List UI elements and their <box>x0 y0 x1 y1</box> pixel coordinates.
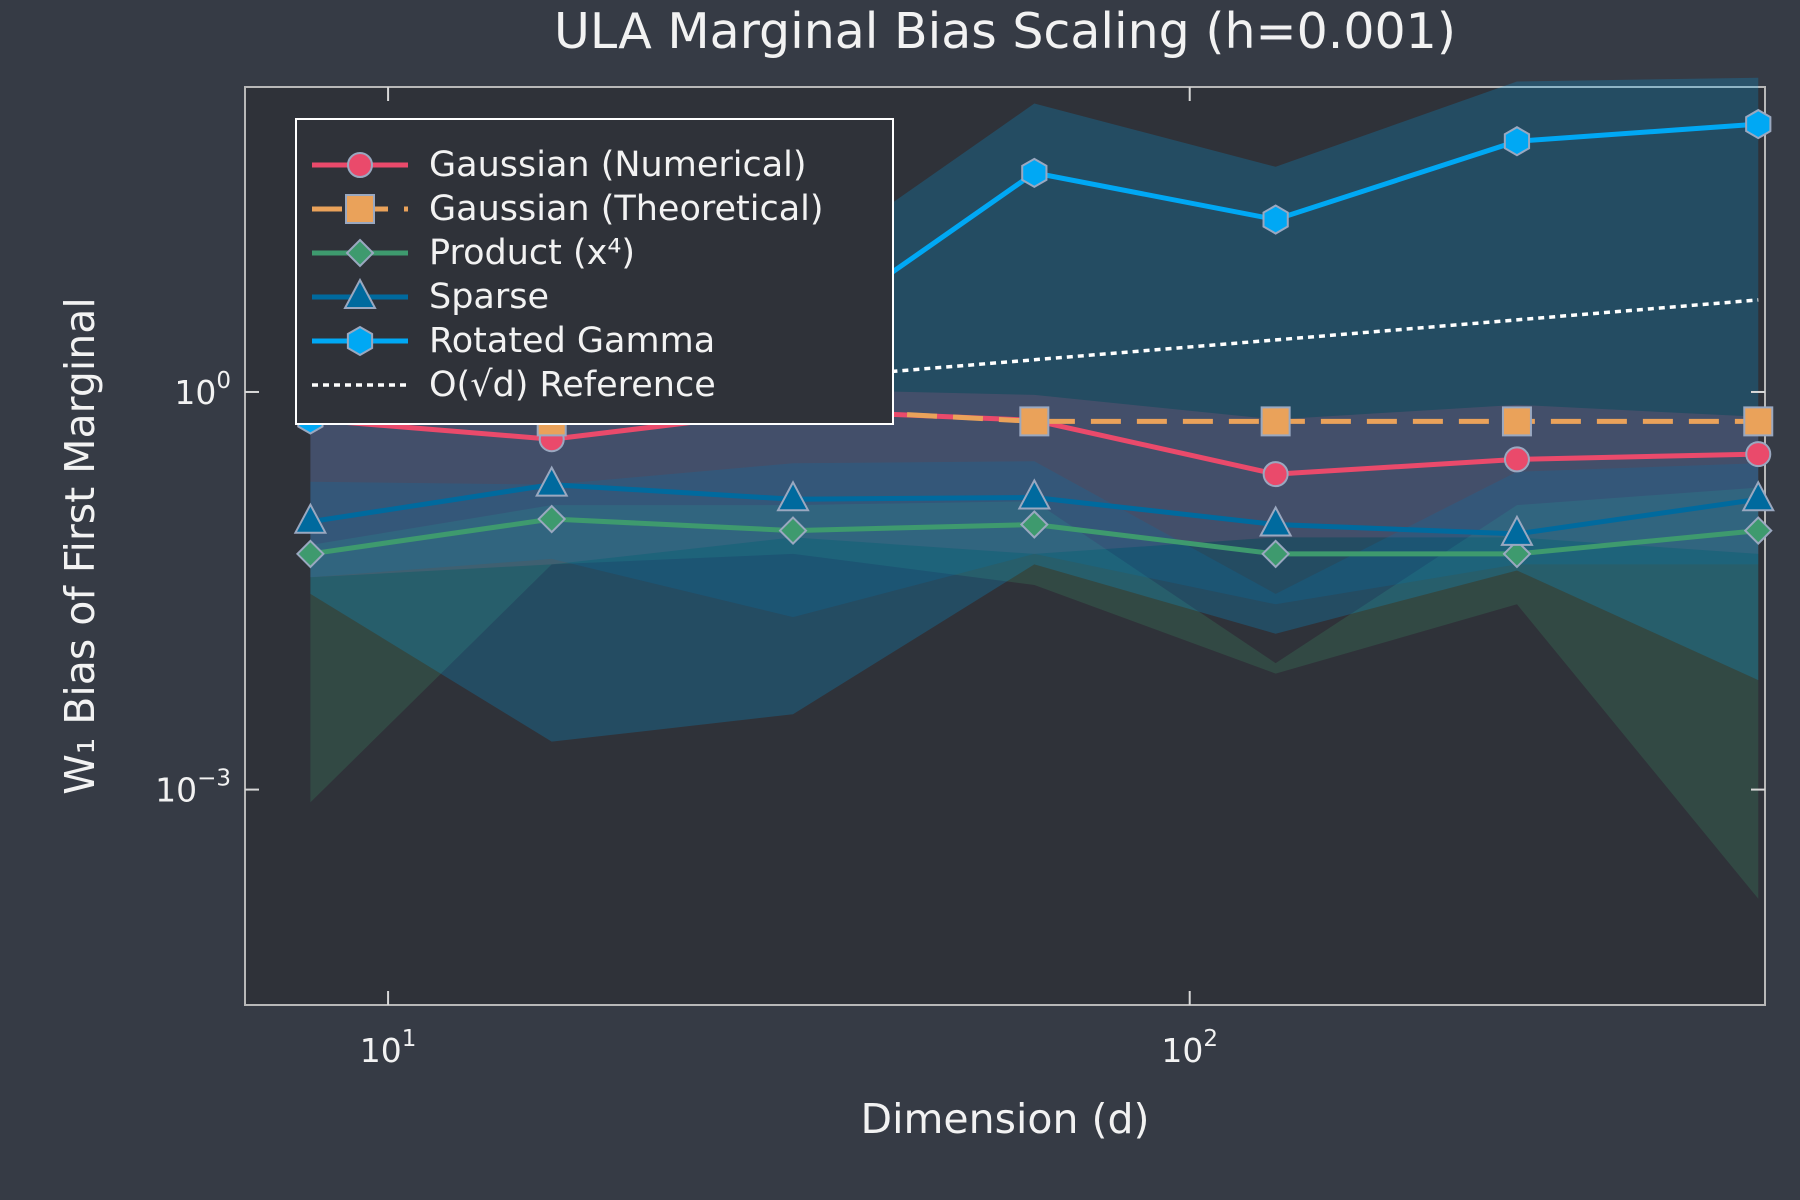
legend-label-sparse: Sparse <box>429 277 549 317</box>
point-gaussian-numerical <box>1262 461 1289 488</box>
point-product-x <box>1261 539 1291 569</box>
point-product-x <box>1019 510 1049 539</box>
point-sparse <box>1017 478 1051 510</box>
y-tick-label: 100 <box>174 368 231 412</box>
point-rotated-gamma <box>1503 126 1531 157</box>
legend-label-product: Product (x⁴) <box>429 233 635 273</box>
point-gaussian-numerical <box>1503 446 1530 473</box>
axis-ticks: 101 102 100 10−3 <box>155 87 1765 1070</box>
point-sparse <box>1500 514 1534 546</box>
point-gaussian-theoretical <box>1019 406 1050 437</box>
point-sparse <box>1258 505 1293 537</box>
point-sparse <box>535 465 569 497</box>
legend-marker-rotated-gamma <box>346 325 374 357</box>
point-gaussian-theoretical <box>1260 406 1291 437</box>
point-gaussian-numerical <box>1745 441 1772 468</box>
y-tick-label: 10−3 <box>155 766 231 810</box>
point-product-x <box>1743 516 1773 545</box>
x-tick-label: 102 <box>1161 1026 1218 1070</box>
point-rotated-gamma <box>1745 108 1772 140</box>
y-axis-label: W₁ Bias of First Marginal <box>56 297 104 794</box>
legend-marker-product-x <box>345 238 375 268</box>
point-gaussian-theoretical <box>1501 406 1532 437</box>
legend-label-gaussian-numerical: Gaussian (Numerical) <box>429 145 807 185</box>
point-sparse <box>1741 480 1775 512</box>
legend-marker-sparse <box>343 277 377 309</box>
point-product-x <box>537 504 567 534</box>
legend-box <box>295 118 894 425</box>
point-sparse <box>776 480 810 512</box>
point-product-x <box>1502 539 1532 569</box>
legend-marker-gaussian-numerical <box>347 152 373 178</box>
point-product-x <box>778 516 808 545</box>
point-rotated-gamma <box>1262 204 1289 235</box>
legend-label-rotated-gamma: Rotated Gamma <box>429 321 715 361</box>
legend-label-reference: O(√d) Reference <box>429 365 716 405</box>
band-sparse <box>310 461 1759 618</box>
band-product-x <box>310 487 1759 899</box>
point-product-x <box>295 539 325 569</box>
chart-title: ULA Marginal Bias Scaling (h=0.001) <box>554 3 1456 60</box>
x-axis-label: Dimension (d) <box>861 1095 1150 1143</box>
x-tick-label: 101 <box>360 1026 417 1070</box>
legend-samples <box>312 152 408 387</box>
legend-marker-gaussian-theoretical <box>345 194 375 224</box>
point-rotated-gamma <box>1021 157 1048 189</box>
point-gaussian-theoretical <box>1743 406 1774 437</box>
legend-label-gaussian-theoretical: Gaussian (Theoretical) <box>429 189 824 229</box>
point-sparse <box>293 502 328 534</box>
legend: Gaussian (Numerical) Gaussian (Theoretic… <box>295 118 894 425</box>
